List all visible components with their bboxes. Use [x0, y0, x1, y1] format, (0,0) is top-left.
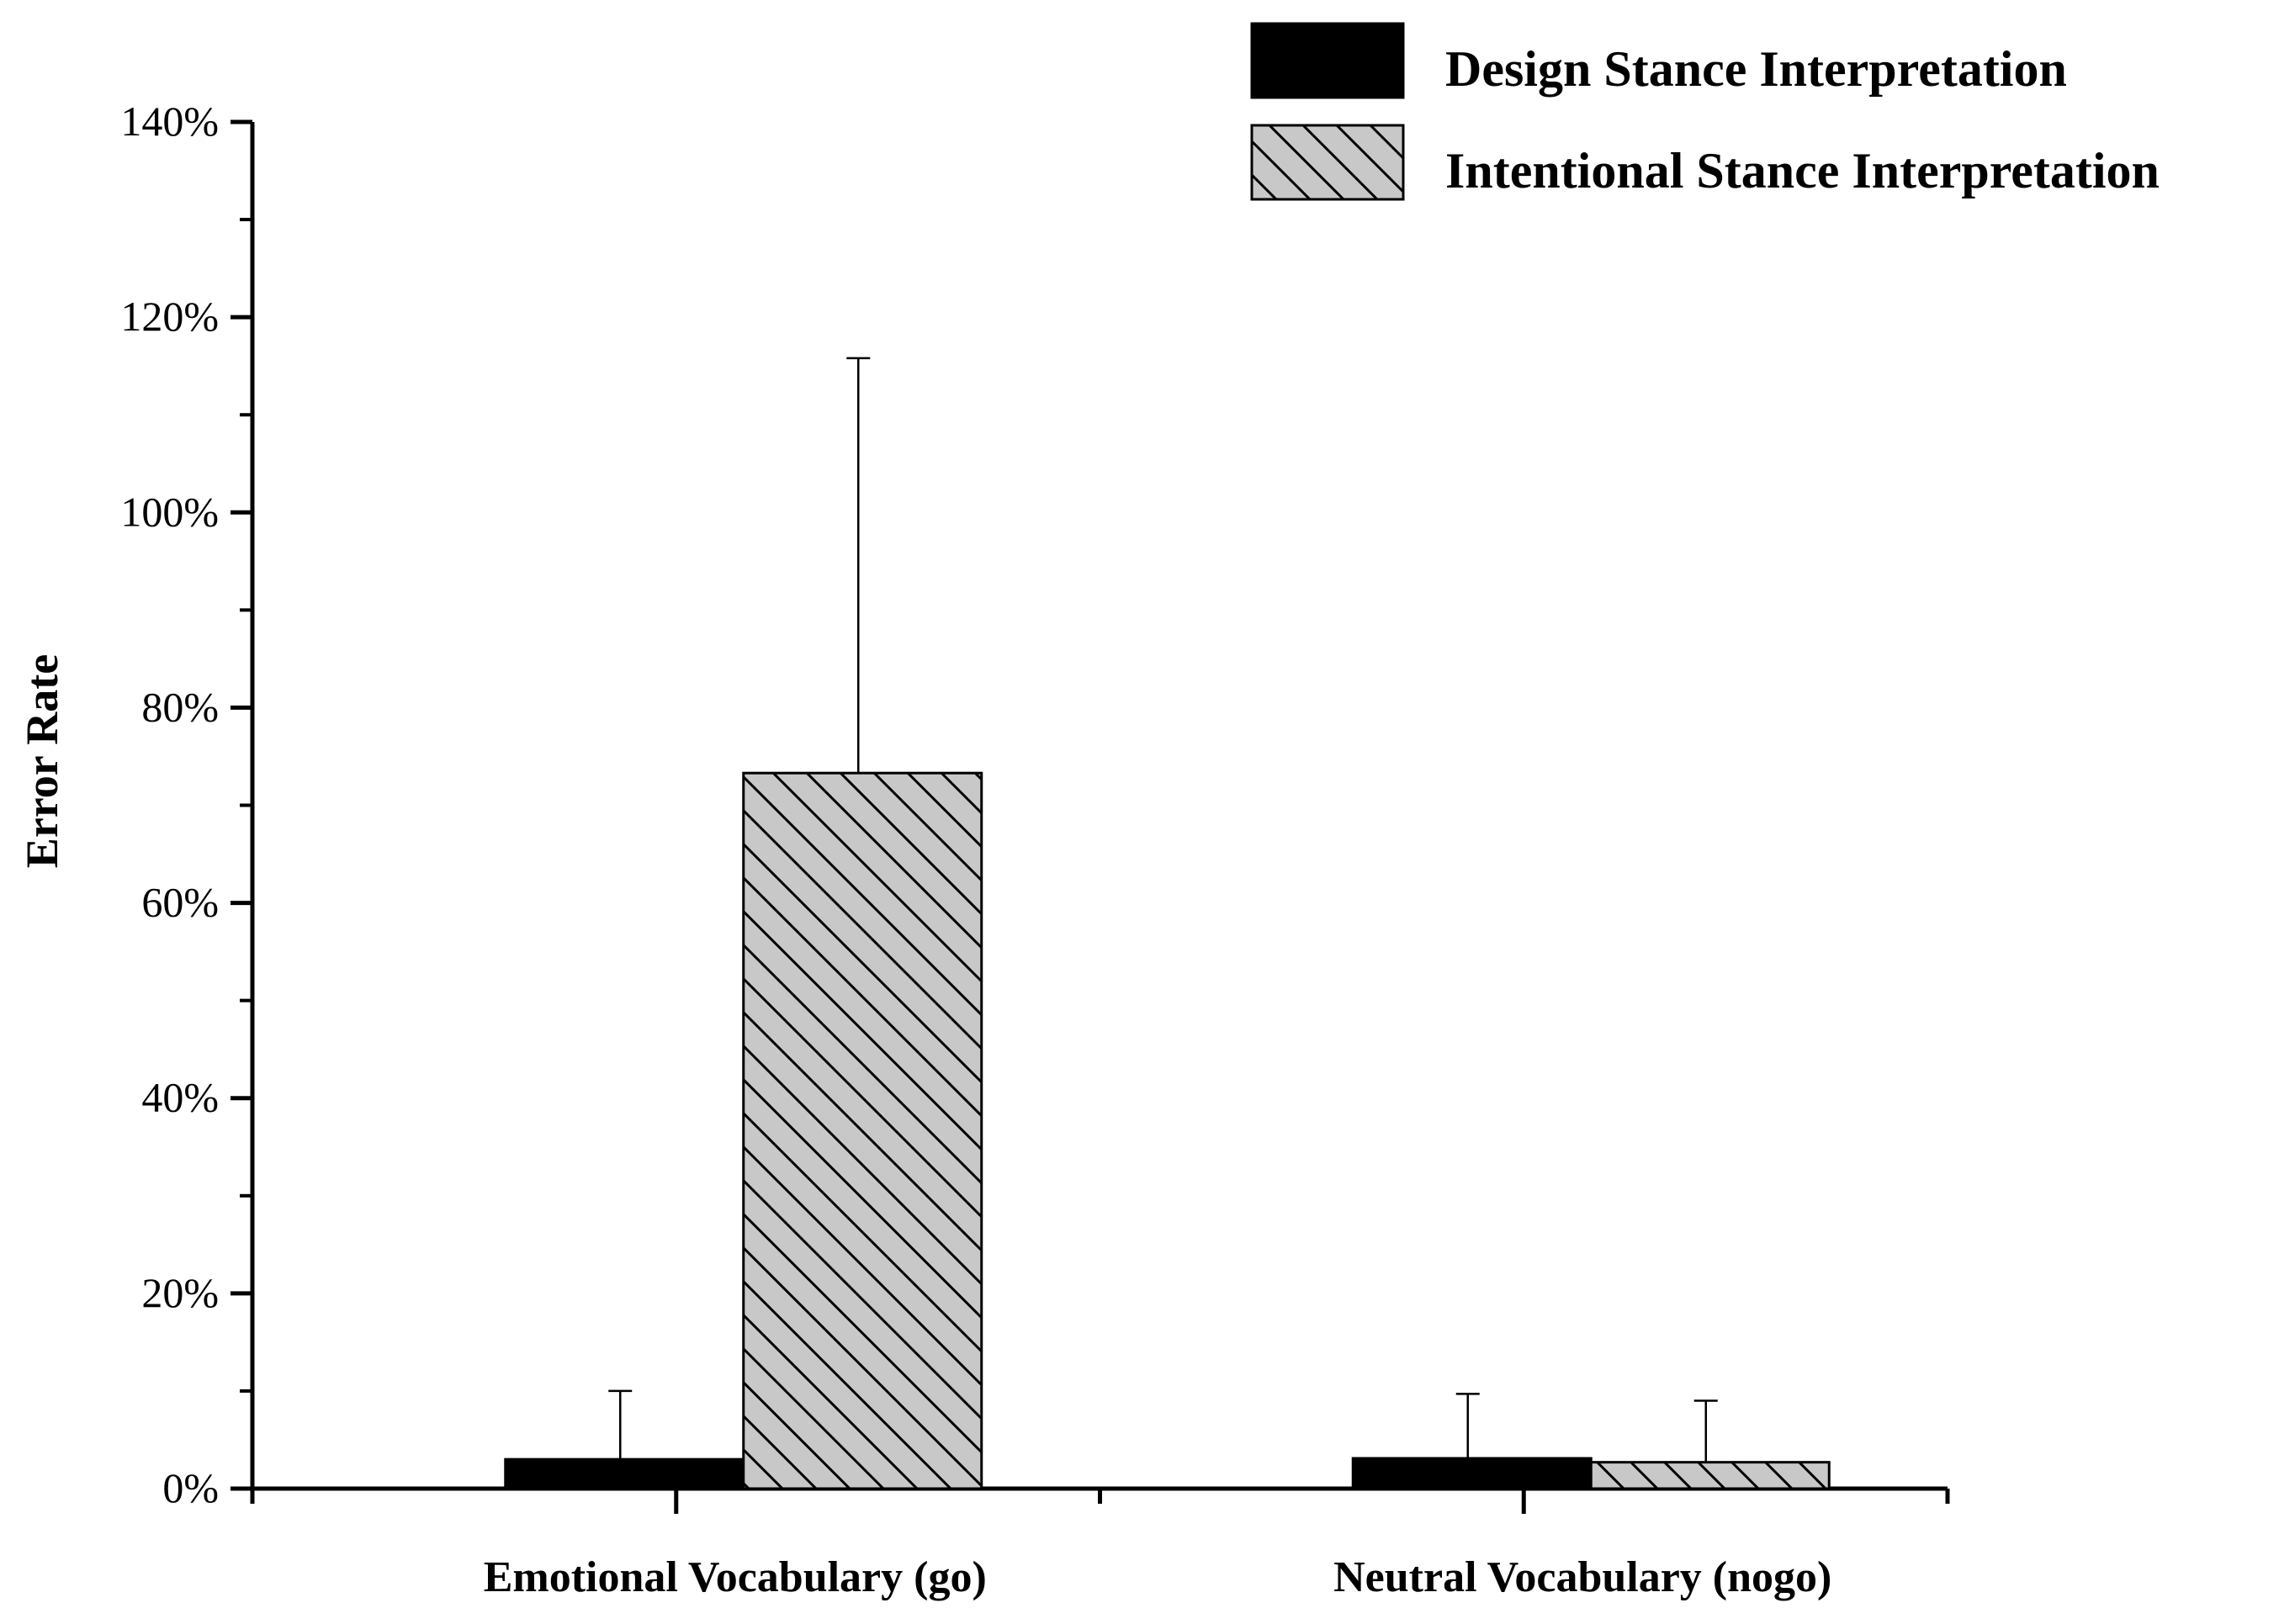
y-tick-label: 140% [120, 98, 219, 145]
legend: Design Stance Interpretation Intentional… [1250, 22, 2160, 201]
y-tick-label: 60% [141, 879, 219, 926]
x-category-label: Neutral Vocabulary (nogo) [1333, 1553, 1831, 1601]
legend-label-design-stance: Design Stance Interpretation [1445, 41, 2067, 97]
y-axis-title: Error Rate [17, 654, 67, 868]
legend-swatch-design-stance [1250, 22, 1405, 99]
y-tick-label: 0% [162, 1464, 219, 1511]
bar-design-stance [1351, 1457, 1593, 1490]
legend-swatch-intentional-stance [1250, 124, 1405, 201]
bar-intentional-stance [742, 771, 983, 1490]
legend-label-intentional-stance: Intentional Stance Interpretation [1445, 143, 2160, 198]
y-tick-label: 40% [141, 1074, 219, 1121]
error-bars [608, 357, 1718, 1463]
y-tick-label: 120% [120, 293, 219, 340]
bar-intentional-stance [1589, 1461, 1831, 1490]
y-tick-label: 100% [120, 488, 219, 535]
bar-design-stance [504, 1457, 745, 1490]
x-axis: Emotional Vocabulary (go) Neutral Vocabul… [250, 1486, 1950, 1601]
y-axis: 0% 20% 40% 60% 80% 100% 120% 140% [120, 98, 255, 1511]
bars [504, 771, 1831, 1490]
x-category-label: Emotional Vocabulary (go) [484, 1553, 987, 1601]
y-tick-label: 80% [141, 683, 219, 730]
y-tick-label: 20% [141, 1269, 219, 1316]
